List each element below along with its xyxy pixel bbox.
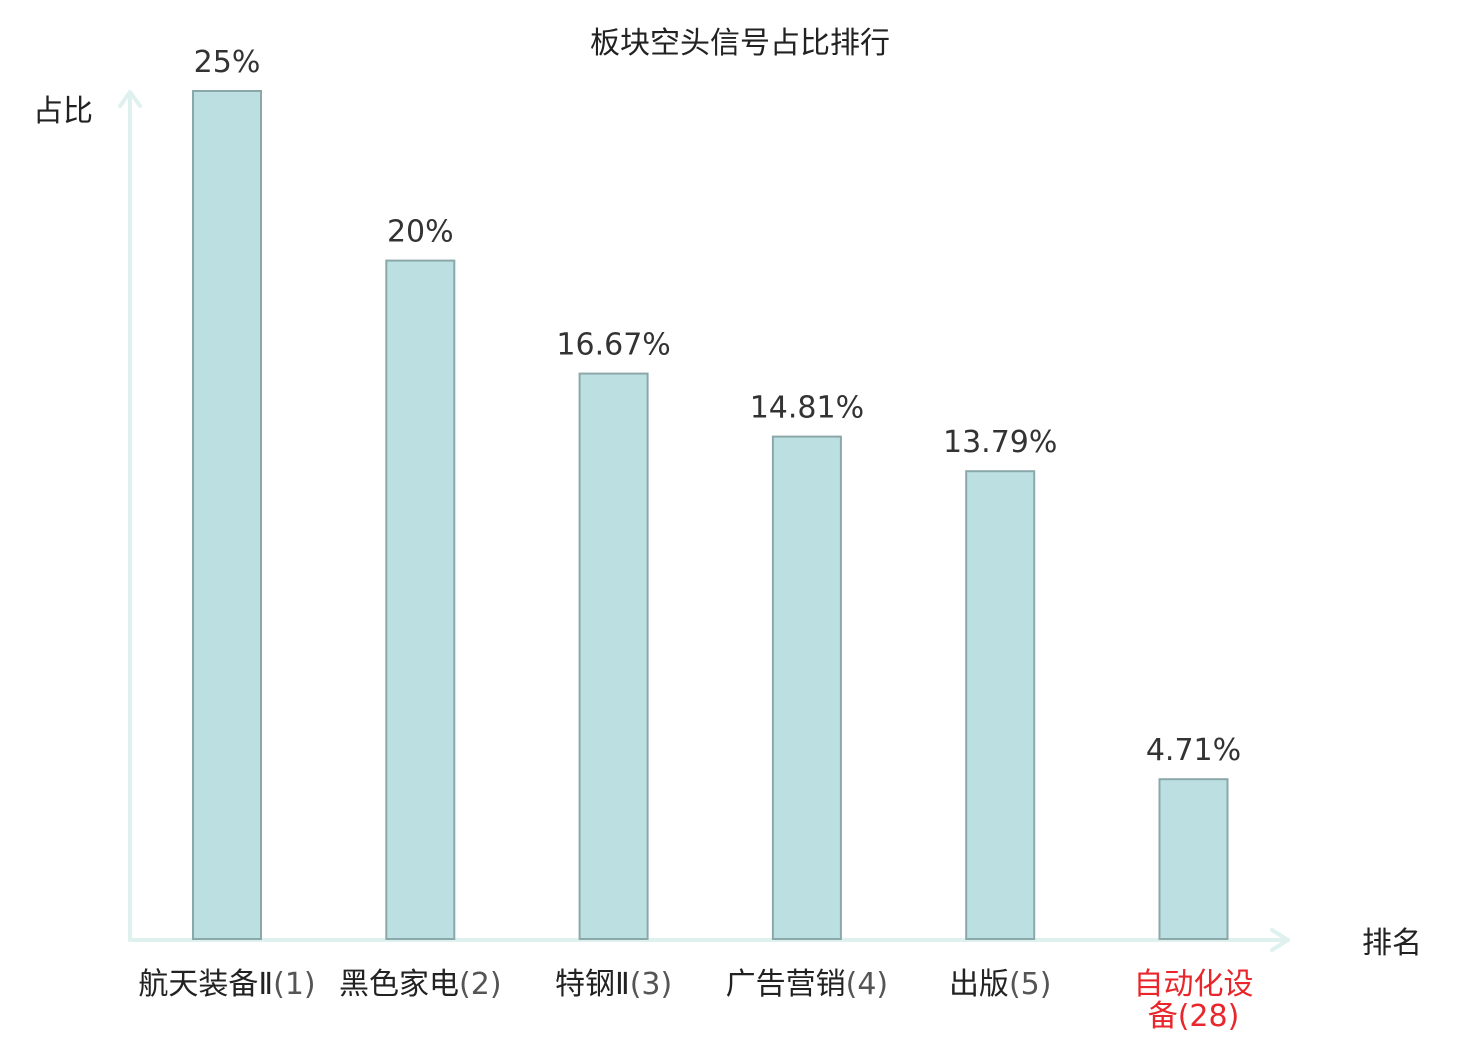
data-label: 25% bbox=[194, 45, 261, 80]
data-label: 16.67% bbox=[556, 328, 670, 363]
data-label: 4.71% bbox=[1146, 733, 1241, 768]
bar bbox=[965, 470, 1036, 940]
y-axis-label: 占比 bbox=[33, 94, 93, 129]
value-labels-group: 25% 20% 16.67% 14.81% 13.79% 4.71% bbox=[194, 45, 1242, 768]
bar bbox=[578, 372, 649, 941]
x-tick-label: 黑色家电(2) bbox=[339, 967, 502, 1002]
bars-group bbox=[192, 90, 1229, 941]
category-labels-group: 航天装备Ⅱ(1) 黑色家电(2) 特钢Ⅱ(3) 广告营销(4) 出版(5) 自动化设备(2… bbox=[138, 967, 1253, 1034]
x-tick-label: 出版(5) bbox=[949, 967, 1051, 1002]
x-tick-label: 特钢Ⅱ(3) bbox=[555, 967, 672, 1002]
bar bbox=[192, 90, 262, 940]
x-axis-arrow bbox=[1270, 928, 1290, 952]
y-axis-arrow bbox=[118, 90, 142, 108]
x-tick-label: 航天装备Ⅱ(1) bbox=[138, 967, 315, 1002]
bar bbox=[1158, 778, 1229, 941]
axes bbox=[118, 90, 1290, 952]
data-label: 14.81% bbox=[750, 391, 864, 426]
data-label: 13.79% bbox=[943, 425, 1057, 460]
bar bbox=[771, 435, 842, 940]
x-tick-label: 广告营销(4) bbox=[726, 967, 889, 1002]
x-axis-label: 排名 bbox=[1362, 926, 1422, 961]
x-tick-label: 自动化设备(28) bbox=[1134, 967, 1254, 1034]
bar bbox=[385, 259, 456, 941]
data-label: 20% bbox=[387, 215, 454, 250]
chart-title: 板块空头信号占比排行 bbox=[590, 26, 890, 61]
